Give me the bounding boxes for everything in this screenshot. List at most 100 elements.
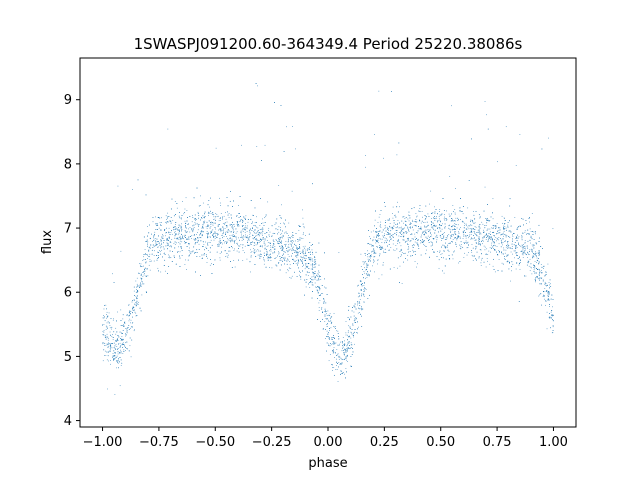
data-point <box>166 238 168 240</box>
data-point <box>181 255 183 256</box>
data-point <box>209 237 211 238</box>
data-point <box>380 238 381 240</box>
data-point <box>166 242 168 244</box>
data-point <box>213 237 215 238</box>
data-point <box>442 238 444 239</box>
data-point <box>348 318 350 320</box>
data-point <box>188 243 189 244</box>
data-point <box>189 251 191 253</box>
data-point <box>404 242 406 243</box>
data-point <box>318 264 320 266</box>
data-point <box>486 218 488 219</box>
data-point <box>372 240 374 242</box>
data-point <box>444 225 446 227</box>
data-point <box>443 272 445 274</box>
data-point <box>322 328 324 330</box>
data-point <box>354 322 356 323</box>
data-point <box>156 241 158 243</box>
data-point <box>348 336 350 338</box>
data-point <box>384 226 386 228</box>
data-point <box>399 265 401 267</box>
data-point <box>274 224 276 225</box>
data-point <box>529 270 531 272</box>
data-point <box>471 224 473 226</box>
data-point <box>324 286 325 288</box>
data-point <box>530 242 531 244</box>
data-point <box>211 230 213 232</box>
data-point <box>116 346 118 347</box>
data-point <box>498 237 500 238</box>
data-point <box>408 220 410 222</box>
data-point <box>392 213 393 214</box>
data-point <box>161 242 162 244</box>
data-point <box>291 236 293 237</box>
data-point <box>107 338 109 339</box>
data-point <box>409 226 411 228</box>
data-point <box>451 234 453 235</box>
data-point <box>399 227 401 228</box>
data-point <box>215 232 216 234</box>
data-point <box>454 223 456 224</box>
data-point <box>454 233 456 235</box>
data-point <box>242 231 244 232</box>
data-point <box>548 293 550 295</box>
data-point <box>213 236 215 237</box>
data-point <box>465 223 467 225</box>
data-point <box>210 210 211 212</box>
data-point <box>217 225 219 227</box>
data-point <box>464 222 465 224</box>
data-point <box>210 197 211 199</box>
data-point <box>281 217 282 219</box>
data-point <box>239 245 241 247</box>
data-point <box>549 304 550 305</box>
data-point <box>170 257 172 258</box>
data-point <box>519 263 520 265</box>
data-point <box>381 242 383 243</box>
data-point <box>376 236 377 237</box>
data-point <box>189 236 191 237</box>
data-point <box>336 330 338 332</box>
data-point <box>181 237 183 238</box>
data-point <box>515 245 517 247</box>
data-point <box>206 262 208 263</box>
data-point <box>354 319 356 321</box>
data-point <box>400 231 402 233</box>
data-point <box>522 232 524 234</box>
data-point <box>164 252 165 254</box>
data-point <box>498 239 499 241</box>
data-point <box>152 247 154 248</box>
data-point <box>493 258 494 260</box>
data-point <box>469 234 471 236</box>
data-point <box>498 259 500 260</box>
data-point <box>549 284 550 286</box>
data-point <box>350 356 352 357</box>
data-point <box>106 336 108 338</box>
data-point <box>522 245 523 247</box>
data-point <box>183 213 185 215</box>
data-point <box>107 321 109 323</box>
data-point <box>184 234 186 236</box>
data-point <box>131 322 133 324</box>
data-point <box>254 229 256 231</box>
data-point <box>473 210 474 212</box>
data-point <box>512 253 513 255</box>
data-point <box>349 348 350 349</box>
data-point <box>226 255 228 257</box>
data-point <box>539 254 541 255</box>
data-point <box>249 233 251 235</box>
data-point <box>545 272 547 273</box>
data-point <box>535 277 536 279</box>
data-point <box>157 246 159 248</box>
data-point <box>180 237 181 239</box>
data-point <box>530 231 532 232</box>
data-point <box>178 227 179 228</box>
data-point <box>246 258 248 260</box>
data-point <box>292 249 294 251</box>
data-point <box>166 222 167 224</box>
data-point <box>295 245 297 247</box>
data-point <box>332 350 334 352</box>
data-point <box>244 236 246 238</box>
data-point <box>155 242 157 244</box>
data-point <box>243 238 244 240</box>
data-point <box>401 229 402 231</box>
